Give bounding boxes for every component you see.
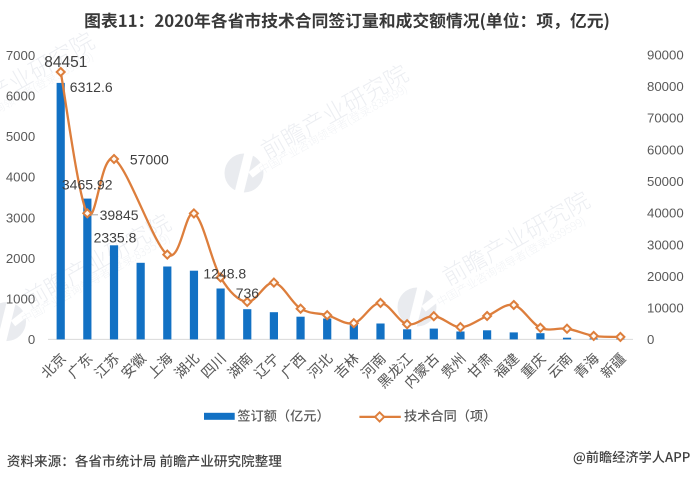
svg-text:1248.8: 1248.8	[203, 266, 246, 282]
svg-text:3465.92: 3465.92	[62, 177, 113, 193]
svg-text:57000: 57000	[130, 152, 169, 168]
svg-text:6312.6: 6312.6	[70, 79, 113, 95]
svg-text:7000: 7000	[6, 48, 35, 63]
svg-text:84451: 84451	[44, 54, 87, 71]
svg-text:5000: 5000	[6, 129, 35, 144]
svg-text:10000: 10000	[647, 301, 684, 316]
svg-text:30000: 30000	[647, 237, 684, 252]
svg-text:39845: 39845	[100, 207, 139, 223]
svg-text:60000: 60000	[647, 142, 684, 157]
svg-text:90000: 90000	[647, 47, 684, 62]
svg-text:2335.8: 2335.8	[94, 230, 137, 246]
svg-text:70000: 70000	[647, 111, 684, 126]
svg-text:3000: 3000	[6, 210, 35, 225]
svg-text:736: 736	[236, 285, 260, 301]
svg-text:4000: 4000	[6, 170, 35, 185]
svg-text:40000: 40000	[647, 206, 684, 221]
svg-text:80000: 80000	[647, 79, 684, 94]
svg-text:50000: 50000	[647, 174, 684, 189]
svg-text:6000: 6000	[6, 89, 35, 104]
svg-text:0: 0	[647, 332, 654, 347]
svg-text:20000: 20000	[647, 269, 684, 284]
svg-text:2000: 2000	[6, 251, 35, 266]
svg-text:0: 0	[28, 332, 35, 347]
svg-text:1000: 1000	[6, 292, 35, 307]
